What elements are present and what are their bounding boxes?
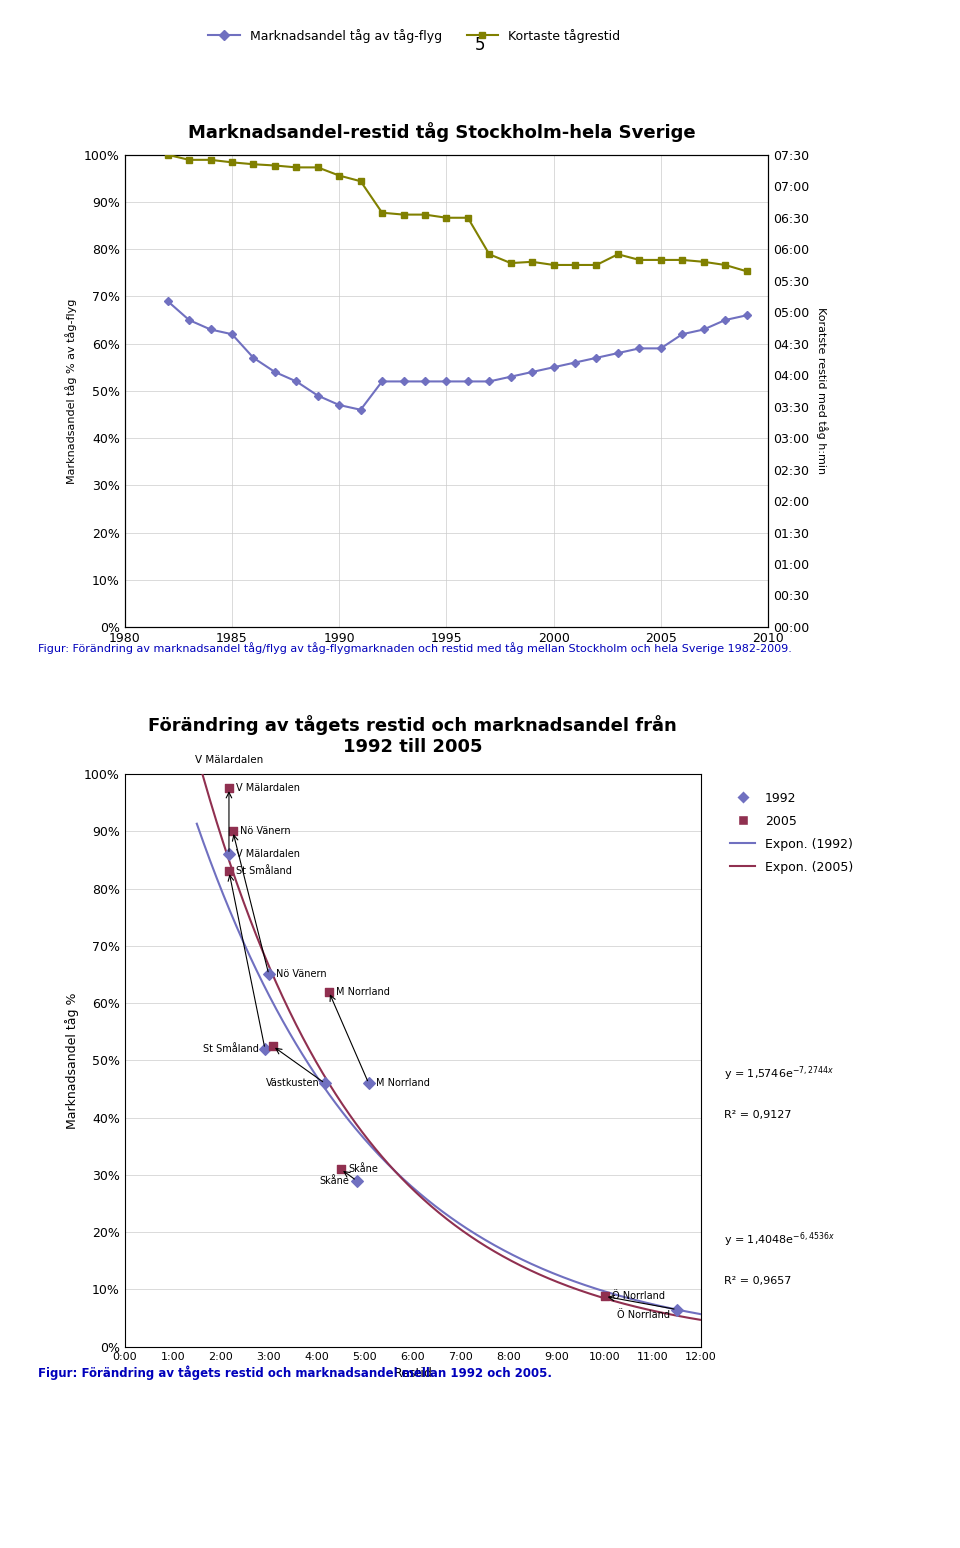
Text: V Mälardalen: V Mälardalen [236, 783, 300, 793]
Point [225, 819, 240, 844]
Point [597, 1283, 612, 1308]
Text: M Norrland: M Norrland [376, 1079, 430, 1088]
Y-axis label: Koratste restid med tåg h:min: Koratste restid med tåg h:min [816, 308, 828, 474]
Text: Nö Vänern: Nö Vänern [240, 827, 291, 836]
Text: M Norrland: M Norrland [336, 986, 390, 997]
Point [361, 1071, 376, 1096]
Point [257, 1037, 273, 1062]
Legend: Marknadsandel tåg av tåg-flyg, Kortaste tågrestid: Marknadsandel tåg av tåg-flyg, Kortaste … [208, 29, 620, 43]
Text: Skåne: Skåne [320, 1175, 349, 1186]
Point [221, 842, 237, 867]
X-axis label: Restid: Restid [394, 1367, 432, 1381]
Y-axis label: Marknadsandel tåg % av tåg-flyg: Marknadsandel tåg % av tåg-flyg [65, 299, 77, 483]
Text: Ö Norrland: Ö Norrland [612, 1291, 665, 1302]
Point [317, 1071, 333, 1096]
Text: R² = 0,9127: R² = 0,9127 [724, 1110, 791, 1119]
Text: V Mälardalen: V Mälardalen [236, 850, 300, 859]
Text: Ö Norrland: Ö Norrland [616, 1310, 669, 1320]
Point [261, 961, 276, 988]
Point [221, 859, 237, 884]
Point [221, 776, 237, 800]
Legend: 1992, 2005, Expon. (1992), Expon. (2005): 1992, 2005, Expon. (1992), Expon. (2005) [731, 791, 853, 873]
Text: St Småland: St Småland [204, 1043, 259, 1054]
Point [349, 1169, 365, 1194]
Text: St Småland: St Småland [236, 867, 292, 876]
Text: Figur: Förändring av tågets restid och marknadsandel mellan 1992 och 2005.: Figur: Förändring av tågets restid och m… [38, 1365, 552, 1379]
Text: Nö Vänern: Nö Vänern [276, 969, 326, 980]
Y-axis label: Marknadsandel tåg %: Marknadsandel tåg % [64, 992, 79, 1128]
Text: Förändring av tågets restid och marknadsandel från
1992 till 2005: Förändring av tågets restid och marknads… [149, 715, 677, 755]
Point [265, 1034, 280, 1059]
Text: R² = 0,9657: R² = 0,9657 [724, 1276, 791, 1286]
Text: y = 1,4048e$^{-6,4536x}$: y = 1,4048e$^{-6,4536x}$ [724, 1231, 834, 1249]
Point [321, 980, 337, 1005]
Text: y = 1,5746e$^{-7,2744x}$: y = 1,5746e$^{-7,2744x}$ [724, 1065, 834, 1084]
Text: Marknadsandel-restid tåg Stockholm-hela Sverige: Marknadsandel-restid tåg Stockholm-hela … [188, 122, 695, 141]
Point [669, 1297, 684, 1322]
Text: 5: 5 [475, 36, 485, 54]
Text: V Mälardalen: V Mälardalen [195, 755, 263, 765]
Text: Västkusten: Västkusten [266, 1079, 319, 1088]
Text: Figur: Förändring av marknadsandel tåg/flyg av tåg-flygmarknaden och restid med : Figur: Förändring av marknadsandel tåg/f… [38, 642, 792, 655]
Text: Skåne: Skåne [348, 1164, 378, 1175]
Point [333, 1156, 348, 1181]
